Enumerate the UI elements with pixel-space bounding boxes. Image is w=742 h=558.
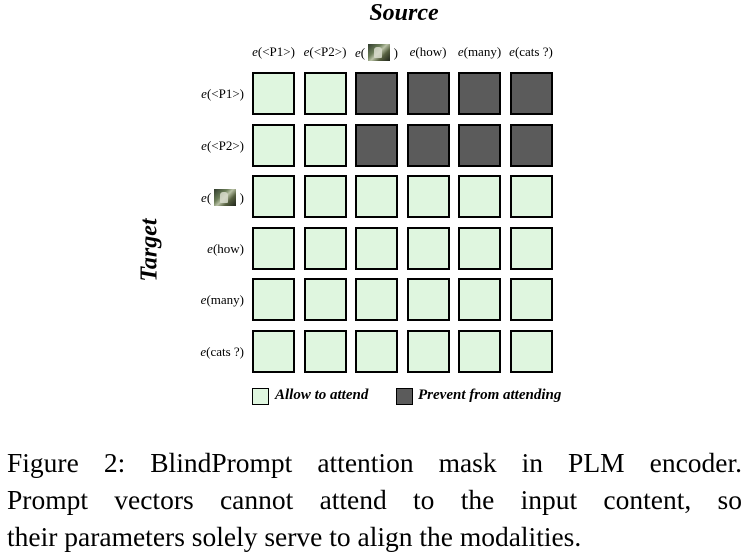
row-label-prefix: e (200, 292, 207, 307)
column-label: e(how) (397, 44, 460, 62)
mask-cell (406, 72, 450, 115)
row-label-prefix: e (201, 86, 207, 101)
column-label: e(cats ?) (500, 44, 563, 62)
row-label: e(<P2>) (160, 138, 244, 154)
source-title: Source (0, 0, 742, 27)
caption-line-3: their parameters solely serve to align t… (7, 521, 582, 552)
row-label-text: (<P1>) (206, 86, 244, 101)
mask-cell (509, 175, 553, 218)
mask-cell (406, 329, 450, 373)
mask-cell (355, 278, 398, 321)
column-label: e(<P1>) (242, 44, 305, 62)
column-label-text: (cats ?) (514, 44, 553, 59)
column-label-prefix: e (355, 45, 361, 60)
column-label-prefix: e (509, 44, 515, 59)
row-label: e(<P1>) (160, 86, 244, 102)
row-label-prefix: e (207, 240, 213, 256)
column-label-text: (<P2>) (309, 44, 347, 59)
legend-allow-swatch (252, 388, 269, 405)
mask-cell (458, 278, 501, 321)
row-label-close: ) (236, 190, 244, 205)
row-label: e(cats ?) (160, 344, 244, 360)
row-label: e( ) (160, 189, 244, 206)
row-label: e(many) (160, 292, 244, 308)
mask-cell (509, 123, 553, 167)
column-label-close: ) (390, 45, 398, 60)
mask-cell (406, 226, 450, 270)
caption-line-1: Figure 2: BlindPrompt attention mask in … (7, 447, 742, 478)
mask-cell (355, 175, 398, 218)
row-label-text: (many) (206, 292, 244, 307)
mask-cell (303, 226, 347, 270)
mask-cell (458, 329, 501, 373)
column-label: e( ) (345, 44, 408, 62)
figure-caption: Figure 2: BlindPrompt attention mask in … (7, 444, 742, 555)
mask-cell (355, 226, 398, 270)
column-label: e(many) (448, 44, 511, 62)
mask-cell (509, 278, 553, 321)
mask-cell (509, 226, 553, 270)
mask-cell (252, 329, 295, 373)
row-label-prefix: e (200, 343, 207, 359)
mask-cell (252, 175, 295, 218)
mask-cell (252, 226, 295, 270)
mask-cell (355, 72, 398, 115)
legend-allow-label: Allow to attend (275, 387, 369, 403)
mask-cell (303, 72, 347, 115)
mask-cell (458, 72, 501, 115)
column-label-text: (many) (463, 44, 502, 59)
row-label: e(how) (160, 241, 244, 257)
column-label-prefix: e (303, 44, 310, 59)
mask-cell (303, 278, 347, 321)
row-label-text: (how) (212, 240, 244, 256)
column-label-prefix: e (252, 44, 258, 59)
row-label-text: ( (206, 190, 215, 205)
column-label-text: (how) (415, 44, 447, 59)
mask-cell (458, 123, 501, 167)
mask-cell (252, 72, 295, 115)
mask-cell (355, 329, 398, 373)
mask-cell (509, 329, 553, 373)
mask-cell (406, 123, 450, 167)
row-label-prefix: e (201, 137, 207, 153)
mask-cell (406, 175, 450, 218)
column-label-prefix: e (409, 44, 416, 59)
mask-cell (458, 175, 501, 218)
column-label: e(<P2>) (294, 44, 357, 62)
row-label-prefix: e (201, 190, 207, 205)
image-thumbnail-icon (368, 44, 391, 61)
mask-cell (406, 278, 450, 321)
legend-prevent-swatch (396, 388, 413, 405)
mask-cell (303, 329, 347, 373)
column-label-prefix: e (457, 44, 464, 59)
caption-line-2: Prompt vectors cannot attend to the inpu… (7, 484, 742, 515)
mask-cell (509, 72, 553, 115)
mask-cell (252, 123, 295, 167)
mask-cell (303, 175, 347, 218)
source-title-text: Source (369, 0, 439, 26)
row-label-text: (<P2>) (206, 137, 244, 153)
mask-cell (458, 226, 501, 270)
column-label-text: (<P1>) (257, 44, 295, 59)
column-label-text: ( (360, 45, 369, 60)
row-label-text: (cats ?) (206, 343, 244, 359)
mask-cell (252, 278, 295, 321)
legend-prevent-label: Prevent from attending (418, 387, 562, 403)
image-thumbnail-icon (214, 189, 237, 206)
mask-cell (355, 123, 398, 167)
mask-cell (303, 123, 347, 167)
